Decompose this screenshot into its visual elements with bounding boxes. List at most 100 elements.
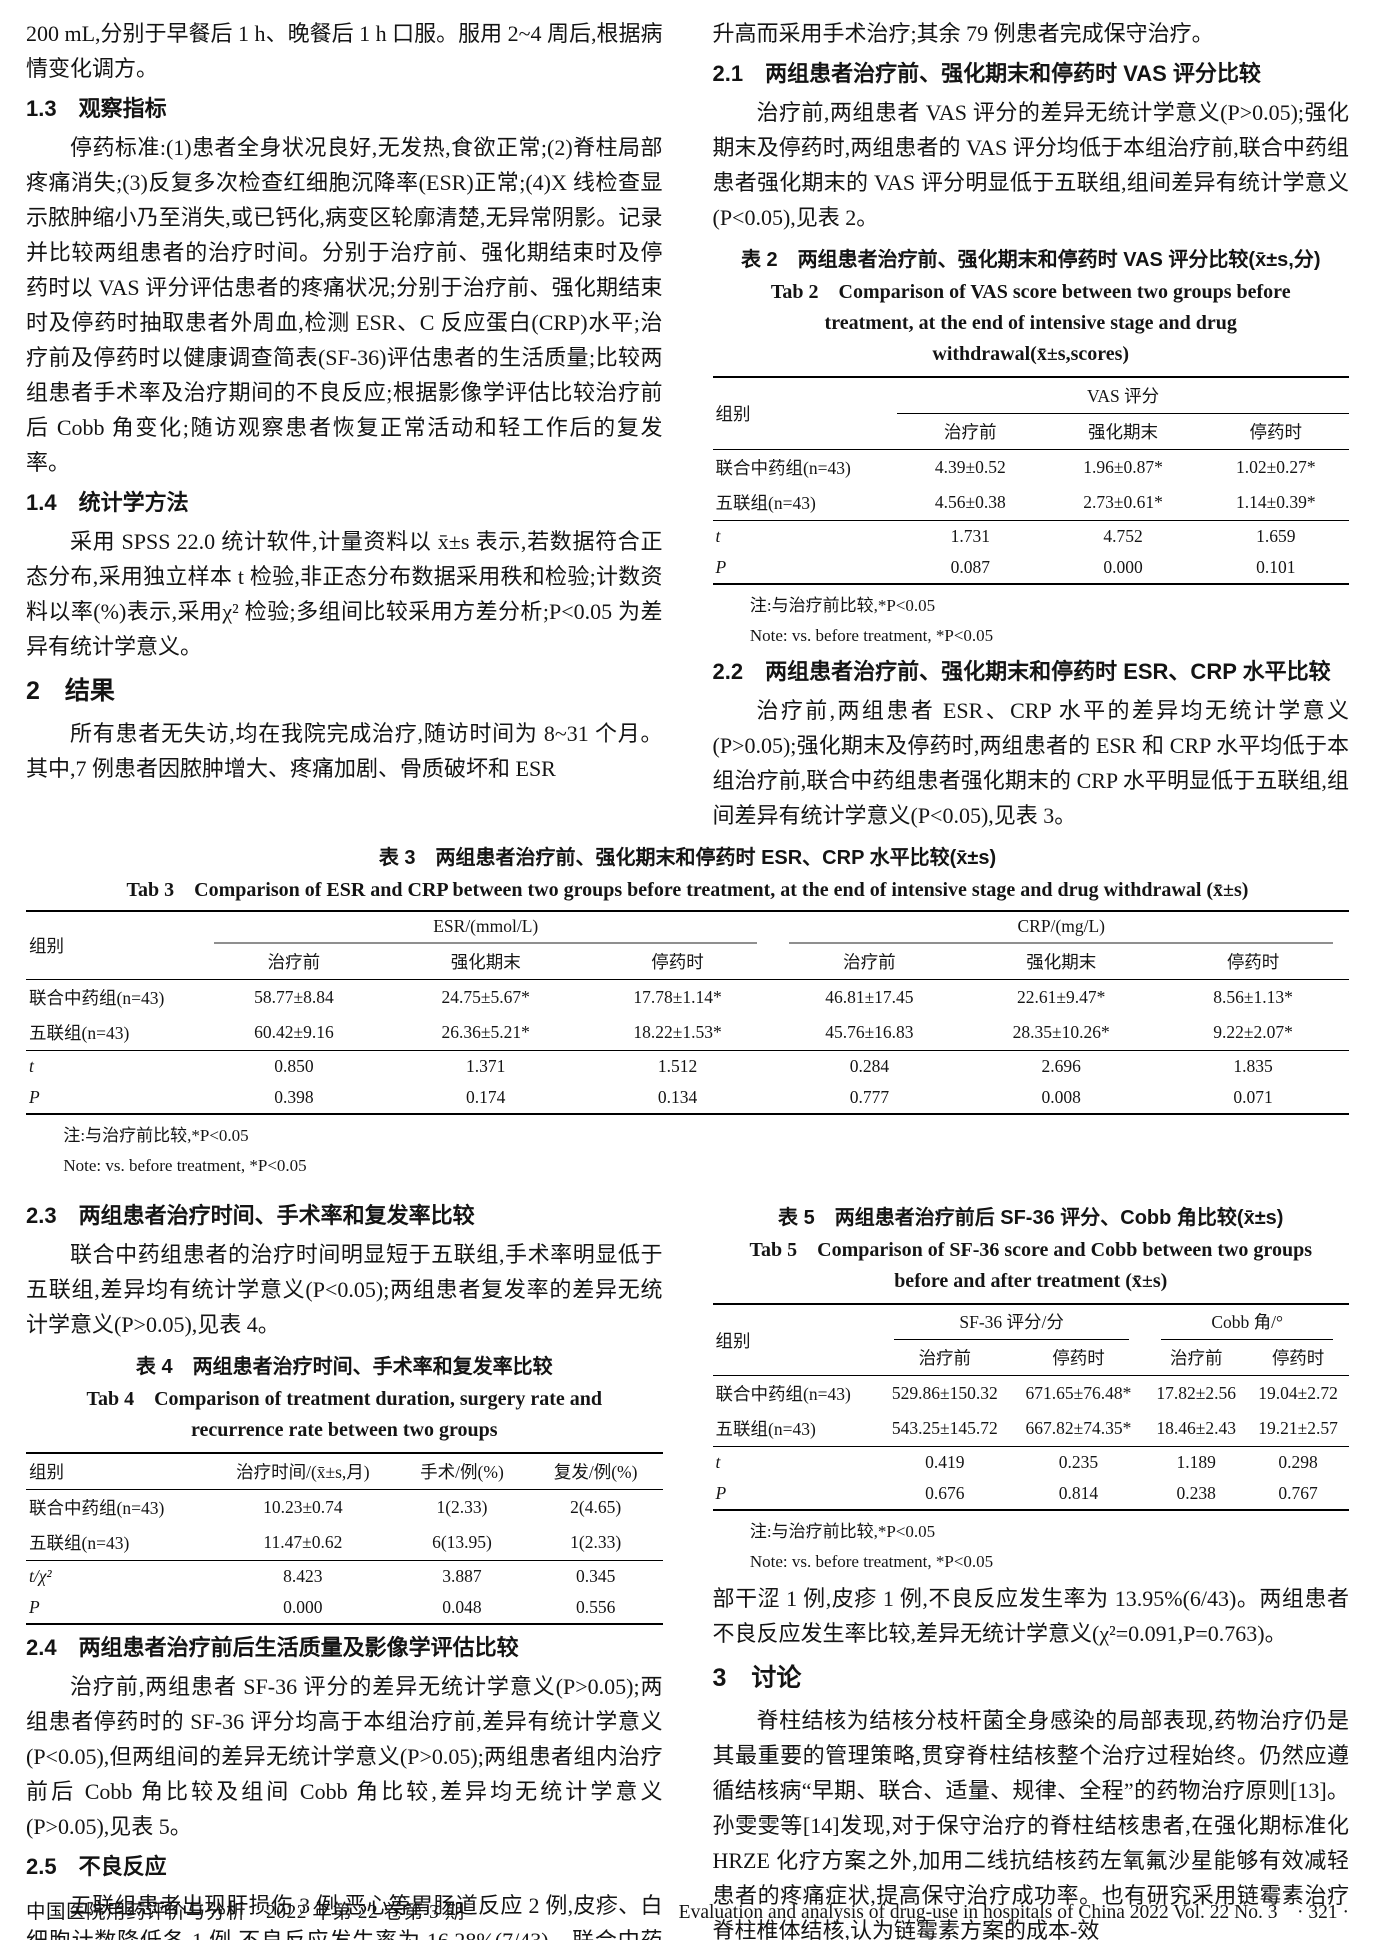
section-heading-1-3: 1.3 观察指标 xyxy=(26,96,167,121)
cell: 19.04±2.72 xyxy=(1258,1383,1338,1403)
section-heading-2-5: 2.5 不良反应 xyxy=(26,1854,167,1879)
cell: 1.189 xyxy=(1176,1452,1216,1472)
cell: 五联组(n=43) xyxy=(712,485,898,521)
table-3-esr-crp: 组别 ESR/(mmol/L) CRP/(mg/L) 治疗前 强化期末 停药时 … xyxy=(26,910,1349,1115)
cell: 0.298 xyxy=(1278,1452,1318,1472)
cell: 0.087 xyxy=(950,557,990,577)
table-row: 治疗前 强化期末 停药时 xyxy=(713,413,1349,450)
cell: 1.96±0.87* xyxy=(1083,457,1163,477)
section-heading-2-1: 2.1 两组患者治疗前、强化期末和停药时 VAS 评分比较 xyxy=(712,61,1261,86)
group-label: CRP/(mg/L) xyxy=(789,912,1333,944)
cell: t/χ² xyxy=(29,1566,52,1586)
cell: 0.008 xyxy=(1041,1087,1081,1107)
cell: 46.81±17.45 xyxy=(825,987,914,1007)
cell: 0.235 xyxy=(1058,1452,1099,1472)
table-4-caption-en: Tab 4 Comparison of treatment duration, … xyxy=(86,1388,603,1441)
cell: 9.22±2.07* xyxy=(1157,1015,1349,1051)
column-header: 手术/例(%) xyxy=(395,1453,529,1490)
table-5-caption-cn: 表 5 两组患者治疗前后 SF-36 评分、Cobb 角比较(x̄±s) xyxy=(778,1207,1284,1229)
table-row: 组别 治疗时间/(x̄±s,月) 手术/例(%) 复发/例(%) xyxy=(26,1453,663,1490)
table-5-block: 表 5 两组患者治疗前后 SF-36 评分、Cobb 角比较(x̄±s) Tab… xyxy=(712,1203,1350,1575)
cell: 8.56±1.13* xyxy=(1213,987,1293,1007)
column-header: 强化期末 xyxy=(1043,413,1203,450)
paragraph-observation-indicators: 停药标准:(1)患者全身状况良好,无发热,食欲正常;(2)脊柱局部疼痛消失;(3… xyxy=(26,135,663,475)
cell: 1.02±0.27* xyxy=(1235,457,1316,477)
table-3-note-en: Note: vs. before treatment, *P<0.05 xyxy=(63,1156,307,1175)
table-row: 五联组(n=43) 4.56±0.38 2.73±0.61* 1.14±0.39… xyxy=(712,485,1349,521)
cell: 28.35±10.26* xyxy=(965,1015,1158,1051)
column-header: 停药时 xyxy=(1157,944,1349,980)
cell: 6(13.95) xyxy=(395,1525,529,1561)
paragraph-vas-comparison: 治疗前,两组患者 VAS 评分的差异无统计学意义(P>0.05);强化期末及停药… xyxy=(712,100,1350,230)
cell: 17.78±1.14* xyxy=(633,987,722,1007)
cell: 11.47±0.62 xyxy=(210,1525,396,1561)
cell: 0.398 xyxy=(274,1087,314,1107)
cell: 0.345 xyxy=(575,1566,616,1586)
table-5-sf36-cobb: 组别 SF-36 评分/分 Cobb 角/° 治疗前 停药时 治疗前 停药时 xyxy=(712,1303,1350,1511)
table-3-caption-en: Tab 3 Comparison of ESR and CRP between … xyxy=(126,879,1249,901)
cell: 18.46±2.43 xyxy=(1145,1411,1248,1447)
footer-journal-en: Evaluation and analysis of drug-use in h… xyxy=(678,1902,1349,1923)
column-header: 强化期末 xyxy=(965,944,1158,980)
column-header: 停药时 xyxy=(1247,1340,1349,1376)
paragraph-dosage-continuation: 200 mL,分别于早餐后 1 h、晚餐后 1 h 口服。服用 2~4 周后,根… xyxy=(26,21,663,81)
column-header: 复发/例(%) xyxy=(528,1453,663,1490)
cell: 2(4.65) xyxy=(570,1497,622,1517)
cell: 1.14±0.39* xyxy=(1202,485,1349,521)
cell: 五联组(n=43) xyxy=(26,1525,211,1561)
table-row: 组别 ESR/(mmol/L) CRP/(mg/L) xyxy=(26,911,1349,980)
footer-journal-cn: 中国医院用药评价与分析 2022 年第 22 卷第 3 期 xyxy=(26,1902,465,1923)
cell: 3.887 xyxy=(442,1566,482,1586)
cell: 0.101 xyxy=(1256,557,1296,577)
cell: 1(2.33) xyxy=(528,1525,663,1561)
cell: 0.284 xyxy=(849,1056,890,1076)
cell: t xyxy=(715,1452,721,1472)
column-header: 组别 xyxy=(26,911,198,980)
cell: 26.36±5.21* xyxy=(389,1015,582,1051)
cell: P xyxy=(715,1483,727,1503)
cell: 22.61±9.47* xyxy=(1017,987,1106,1007)
cell: 0.419 xyxy=(925,1452,965,1472)
cell: 联合中药组(n=43) xyxy=(715,1384,851,1404)
table-row: t 0.419 0.235 1.189 0.298 xyxy=(713,1447,1350,1479)
cell: 1.731 xyxy=(950,526,990,546)
cell: 1.835 xyxy=(1233,1056,1273,1076)
paragraph-adverse-reactions: 五联组患者出现肝损伤 3 例,恶心等胃肠道反应 2 例,皮疹、白细胞计数降低各 … xyxy=(26,1893,663,1940)
column-header: 停药时 xyxy=(1202,413,1349,450)
paragraph-results-intro: 所有患者无失访,均在我院完成治疗,随访时间为 8~31 个月。其中,7 例患者因… xyxy=(26,721,663,781)
group-label: SF-36 评分/分 xyxy=(893,1305,1130,1340)
table-5-note-cn: 注:与治疗前比较,*P<0.05 xyxy=(749,1522,936,1541)
cell: 五联组(n=43) xyxy=(26,1015,198,1051)
cell: 0.814 xyxy=(1058,1483,1099,1503)
cell: 0.134 xyxy=(657,1087,698,1107)
table-3-caption-cn: 表 3 两组患者治疗前、强化期末和停药时 ESR、CRP 水平比较(x̄±s) xyxy=(378,847,997,869)
table-row: 组别 VAS 评分 xyxy=(712,377,1349,450)
table-row: 五联组(n=43) 543.25±145.72 667.82±74.35* 18… xyxy=(712,1411,1349,1447)
table-5-note-en: Note: vs. before treatment, *P<0.05 xyxy=(749,1552,994,1571)
paragraph-results-continuation: 升高而采用手术治疗;其余 79 例患者完成保守治疗。 xyxy=(712,21,1214,46)
cell: 543.25±145.72 xyxy=(877,1411,1012,1447)
cell: 24.75±5.67* xyxy=(441,987,530,1007)
table-row: P 0.398 0.174 0.134 0.777 0.008 0.071 xyxy=(26,1082,1349,1114)
table-4-block: 表 4 两组患者治疗时间、手术率和复发率比较 Tab 4 Comparison … xyxy=(26,1352,663,1625)
table-row: 五联组(n=43) 11.47±0.62 6(13.95) 1(2.33) xyxy=(26,1525,663,1561)
table-row: 治疗前 强化期末 停药时 治疗前 强化期末 停药时 xyxy=(26,944,1349,980)
cell: 联合中药组(n=43) xyxy=(29,1498,165,1518)
left-column-bottom: 2.3 两组患者治疗时间、手术率和复发率比较 联合中药组患者的治疗时间明显短于五… xyxy=(26,1193,663,1940)
table-row: P 0.087 0.000 0.101 xyxy=(713,552,1350,584)
column-header: 强化期末 xyxy=(389,944,582,980)
table-2-caption-cn: 表 2 两组患者治疗前、强化期末和停药时 VAS 评分比较(x̄±s,分) xyxy=(740,249,1321,271)
cell: 17.82±2.56 xyxy=(1156,1383,1237,1403)
cell: 1.371 xyxy=(466,1056,506,1076)
cell: P xyxy=(715,557,727,577)
cell: 60.42±9.16 xyxy=(197,1015,390,1051)
table-row: 治疗前 停药时 治疗前 停药时 xyxy=(713,1340,1349,1376)
table-2-block: 表 2 两组患者治疗前、强化期末和停药时 VAS 评分比较(x̄±s,分) Ta… xyxy=(712,245,1350,649)
cell: P xyxy=(29,1597,40,1617)
table-row: 五联组(n=43) 60.42±9.16 26.36±5.21* 18.22±1… xyxy=(26,1015,1349,1051)
column-header: 治疗前 xyxy=(197,944,390,980)
column-header: 治疗前 xyxy=(773,944,966,980)
section-heading-2-results: 2 结果 xyxy=(26,677,115,705)
paragraph-adverse-continuation: 部干涩 1 例,皮疹 1 例,不良反应发生率为 13.95%(6/43)。两组患… xyxy=(712,1586,1350,1646)
